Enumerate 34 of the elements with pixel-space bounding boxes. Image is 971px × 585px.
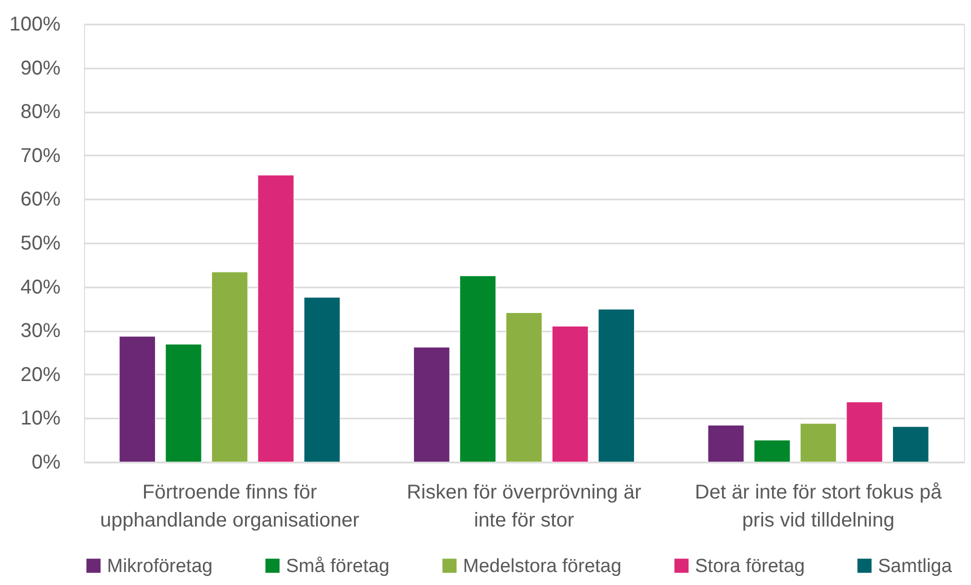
bar xyxy=(460,276,496,462)
bar xyxy=(258,174,294,462)
y-tick-label: 70% xyxy=(20,144,61,167)
bar xyxy=(708,424,744,462)
y-tick-label: 0% xyxy=(32,452,61,474)
bar xyxy=(304,297,340,462)
legend-label: Små företag xyxy=(286,556,390,577)
y-tick-label: 30% xyxy=(20,320,61,342)
bar xyxy=(552,326,588,462)
y-tick-label: 80% xyxy=(20,101,61,124)
x-tick-label: Det är inte för stort fokus på pris vid tilldelning xyxy=(694,482,943,532)
bar xyxy=(754,440,790,462)
y-tick-label: 10% xyxy=(20,408,61,430)
bar xyxy=(413,346,450,462)
x-tick-label: Risken för överprövning är inte för stor xyxy=(406,482,642,532)
y-tick-label: 100% xyxy=(9,14,61,36)
bar xyxy=(211,272,248,462)
y-tick-label: 60% xyxy=(20,188,61,211)
legend-label: Mikroföretag xyxy=(107,556,213,577)
y-tick-label: 20% xyxy=(20,364,61,386)
y-tick-label: 90% xyxy=(20,57,61,80)
x-tick-label: Förtroende finns för upphandlande organisationer xyxy=(100,482,360,532)
legend-label: Samtliga xyxy=(878,556,952,577)
bar xyxy=(165,344,202,462)
bar xyxy=(506,312,542,462)
legend-label: Stora företag xyxy=(695,556,805,577)
y-tick-label: 40% xyxy=(20,276,61,298)
y-tick-label: 50% xyxy=(20,232,61,254)
bar xyxy=(892,426,929,462)
bar xyxy=(119,336,156,462)
bar xyxy=(598,308,635,462)
bar xyxy=(800,423,837,462)
bar xyxy=(846,402,883,462)
legend-label: Medelstora företag xyxy=(463,556,622,577)
